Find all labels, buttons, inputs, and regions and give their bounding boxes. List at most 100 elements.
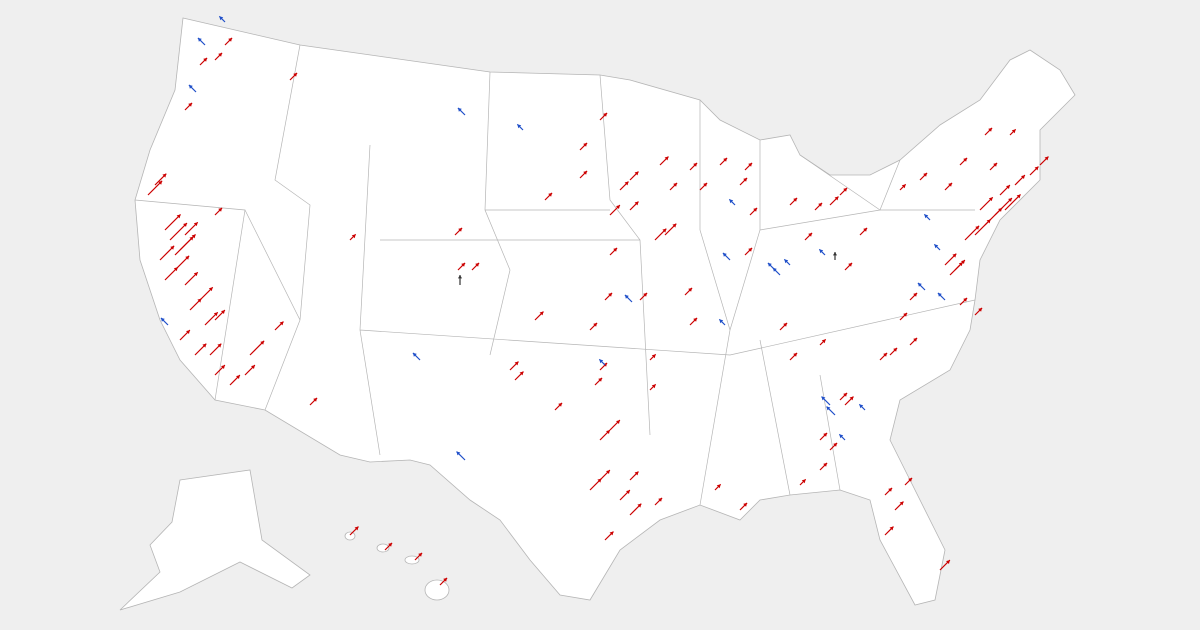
shift-arrow: [649, 353, 657, 361]
shift-arrow: [509, 361, 519, 371]
shift-arrow: [1009, 128, 1017, 136]
shift-arrow: [599, 112, 608, 121]
shift-arrow: [838, 433, 846, 441]
shift-arrow: [1004, 194, 1021, 211]
shift-arrow: [164, 266, 179, 281]
shift-arrow: [179, 329, 191, 341]
shift-arrow: [457, 107, 466, 116]
shift-arrow: [604, 292, 613, 301]
shift-arrow: [516, 123, 524, 131]
shift-arrow: [889, 347, 898, 356]
shift-arrow: [204, 311, 219, 326]
shift-arrow: [589, 322, 598, 331]
shift-arrow: [184, 102, 193, 111]
shift-arrow: [579, 142, 588, 151]
shift-arrow: [609, 247, 618, 256]
shift-arrow: [639, 292, 648, 301]
shift-arrow: [412, 352, 421, 361]
shift-arrow: [199, 286, 214, 301]
shift-arrow: [739, 177, 748, 186]
shift-arrow: [772, 267, 781, 276]
shift-arrow: [994, 197, 1013, 216]
land: [119, 17, 1076, 611]
shift-arrow: [959, 157, 968, 166]
shift-arrow: [629, 201, 639, 211]
shift-arrow: [214, 309, 226, 321]
shift-arrow: [839, 392, 848, 401]
shift-arrow: [189, 298, 202, 311]
shift-arrow: [184, 271, 199, 286]
shift-arrow: [859, 227, 868, 236]
shift-arrow: [197, 37, 206, 46]
shift-arrow: [209, 343, 222, 356]
hawaii-island: [424, 579, 450, 601]
oahu: [376, 543, 390, 553]
shift-arrow: [684, 287, 693, 296]
shift-arrow: [544, 192, 553, 201]
shift-arrow: [649, 383, 657, 391]
shift-arrow: [164, 214, 181, 231]
shift-arrow: [599, 429, 611, 441]
shift-arrow: [819, 462, 828, 471]
shift-arrow: [1014, 174, 1026, 186]
shift-arrow: [554, 402, 563, 411]
shift-arrow: [923, 213, 931, 221]
shift-arrow: [159, 245, 175, 261]
shift-arrow: [789, 352, 798, 361]
shift-arrow: [289, 72, 298, 81]
shift-arrow: [844, 396, 854, 406]
shift-arrow: [909, 337, 918, 346]
shift-arrow: [728, 198, 736, 206]
shift-arrow: [899, 312, 908, 321]
shift-arrow: [214, 207, 223, 216]
shift-arrow: [147, 180, 163, 196]
shift-arrow: [594, 377, 603, 386]
shift-arrow: [826, 406, 836, 416]
alaska: [119, 469, 311, 611]
shift-arrow: [832, 252, 838, 260]
shift-arrow: [744, 162, 753, 171]
shift-arrow: [179, 234, 196, 251]
shift-arrow: [414, 552, 423, 561]
shift-arrow: [899, 183, 907, 191]
shift-arrow: [534, 311, 544, 321]
shift-arrow: [249, 340, 265, 356]
shift-arrow: [609, 419, 621, 431]
shift-arrow: [654, 228, 667, 241]
arrows: [147, 15, 1049, 586]
shift-arrow: [829, 442, 838, 451]
shift-arrow: [749, 207, 758, 216]
shift-arrow: [814, 202, 823, 211]
shift-arrow: [689, 162, 698, 171]
shift-arrow: [844, 262, 853, 271]
shift-arrow: [154, 173, 167, 186]
shift-arrow: [739, 502, 748, 511]
shift-arrow: [1039, 156, 1049, 166]
shift-arrow: [909, 292, 918, 301]
shift-arrow: [819, 432, 828, 441]
shift-arrow: [1029, 166, 1039, 176]
shift-arrow: [719, 157, 728, 166]
shift-arrow: [989, 162, 998, 171]
shift-arrow: [624, 294, 633, 303]
shift-arrow: [349, 526, 359, 536]
shift-arrow: [884, 526, 894, 536]
shift-arrow: [789, 197, 798, 206]
shift-arrow: [974, 307, 983, 316]
shift-arrow: [598, 358, 606, 366]
shift-arrow: [471, 262, 480, 271]
shift-arrow: [619, 489, 631, 501]
shift-arrow: [309, 397, 318, 406]
shift-arrow: [689, 317, 698, 326]
shift-arrow: [184, 221, 199, 236]
shift-arrow: [629, 171, 639, 181]
shift-arrow: [879, 352, 888, 361]
shift-arrow: [384, 542, 393, 551]
shift-arrow: [199, 57, 208, 66]
shift-arrow: [919, 172, 928, 181]
shift-arrow: [818, 248, 826, 256]
shift-arrow: [954, 259, 966, 271]
shift-arrow: [858, 403, 866, 411]
shift-arrow: [579, 170, 588, 179]
